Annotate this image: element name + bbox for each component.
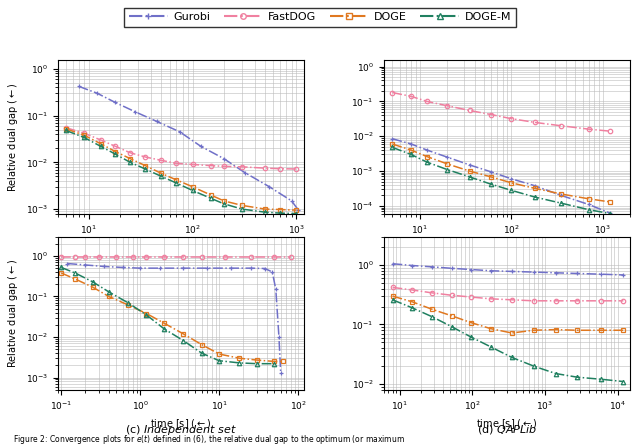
Text: (a) $\it{Cell\ tracking}$: (a) $\it{Cell\ tracking}$ [136,241,227,255]
Text: Figure 2: Convergence plots for $e(t)$ defined in (6), the relative dual gap to : Figure 2: Convergence plots for $e(t)$ d… [13,433,404,446]
X-axis label: time [s] ($\leftarrow$): time [s] ($\leftarrow$) [150,418,212,431]
Legend: Gurobi, FastDOG, DOGE, DOGE-M: Gurobi, FastDOG, DOGE, DOGE-M [124,8,516,27]
Text: (b) $\it{Graph\ matching}$: (b) $\it{Graph\ matching}$ [451,241,563,255]
Y-axis label: Relative dual gap ($\leftarrow$): Relative dual gap ($\leftarrow$) [6,258,20,368]
X-axis label: time [s] ($\leftarrow$): time [s] ($\leftarrow$) [476,418,538,431]
Text: (d) $\it{QAPLib}$: (d) $\it{QAPLib}$ [477,423,537,436]
Text: (c) $\it{Independent\ set}$: (c) $\it{Independent\ set}$ [125,423,237,437]
Y-axis label: Relative dual gap ($\leftarrow$): Relative dual gap ($\leftarrow$) [6,82,20,192]
